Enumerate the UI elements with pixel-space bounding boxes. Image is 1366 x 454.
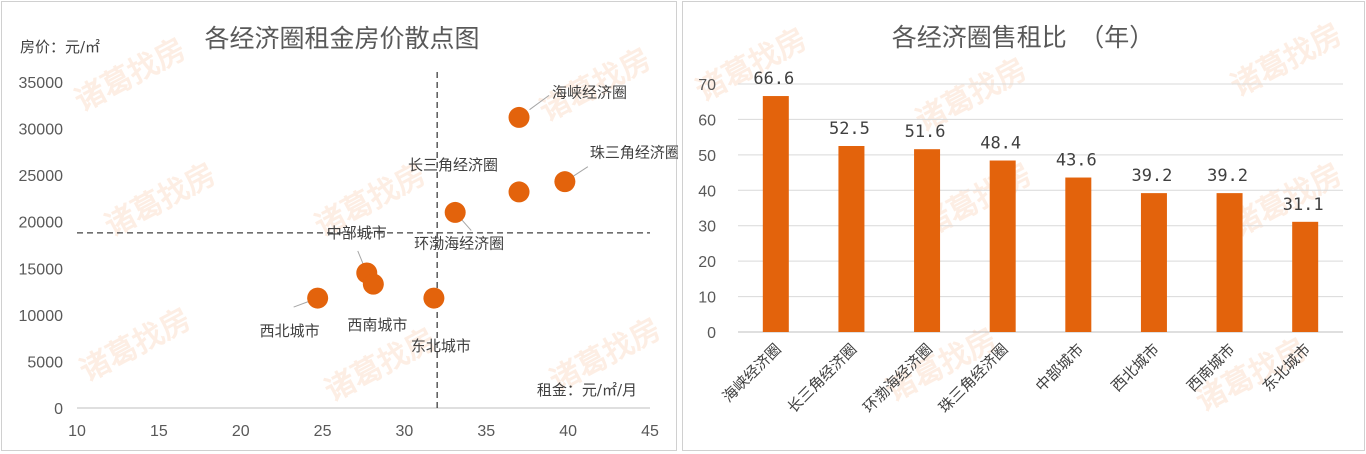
category-label: 西北城市 (1108, 340, 1163, 395)
watermark-text: 诸葛找房 (1225, 17, 1347, 104)
y-axis-title: 房价：元/㎡ (20, 38, 100, 56)
y-tick-label: 30000 (19, 122, 64, 139)
x-tick-label: 10 (68, 423, 86, 440)
x-tick-label: 15 (150, 423, 168, 440)
point-label: 西北城市 (260, 322, 320, 340)
point-leader-line (572, 166, 589, 177)
y-tick-label: 10000 (19, 308, 64, 325)
bar-value-label: 39.2 (1207, 166, 1248, 186)
point-label: 中部城市 (327, 224, 387, 242)
scatter-point (554, 171, 576, 193)
bar (914, 149, 941, 332)
bar (1065, 177, 1092, 332)
bar-value-label: 51.6 (905, 122, 946, 142)
category-label: 长三角经济圈 (784, 340, 860, 416)
y-tick-label: 20000 (19, 215, 64, 232)
y-tick-label: 60 (698, 112, 716, 129)
scatter-point (508, 106, 530, 128)
y-tick-label: 50 (698, 148, 716, 165)
bar-chart-panel: 诸葛找房 诸葛找房 诸葛找房 诸葛找房 诸葛找房 诸葛找房 诸葛找房 各经济圈售租比 （年） 0… (682, 1, 1365, 451)
point-label: 西南城市 (347, 316, 407, 334)
bar (1292, 221, 1319, 332)
bar-value-label: 52.5 (829, 119, 870, 139)
point-label: 珠三角经济圈 (590, 144, 678, 162)
point-label: 海峡经济圈 (552, 83, 627, 101)
watermark-text: 诸葛找房 (74, 302, 196, 389)
scatter-point (307, 287, 329, 309)
y-tick-label: 35000 (19, 75, 64, 92)
point-leader-line (529, 94, 550, 111)
bar (1140, 193, 1167, 332)
x-axis-title: 租金：元/㎡/月 (537, 381, 637, 399)
bar (989, 160, 1016, 332)
scatter-chart-panel: 诸葛找房 诸葛找房 诸葛找房 诸葛找房 诸葛找房 诸葛找房 诸葛找房 各经济圈租金房价散点图房… (1, 1, 679, 451)
chart-title: 各经济圈租金房价散点图 (204, 24, 479, 53)
y-tick-label: 25000 (19, 168, 64, 185)
point-label: 环渤海经济圈 (414, 234, 504, 252)
scatter-point (362, 273, 384, 295)
y-tick-label: 30 (698, 219, 716, 236)
bar-value-label: 66.6 (753, 69, 794, 89)
point-label: 东北城市 (411, 337, 471, 355)
scatter-chart: 诸葛找房诸葛找房诸葛找房诸葛找房诸葛找房诸葛找房诸葛找房各经济圈租金房价散点图房… (19, 24, 679, 440)
x-tick-label: 35 (477, 423, 495, 440)
bar-value-label: 39.2 (1131, 166, 1172, 186)
chart-title: 各经济圈售租比 （年） (892, 23, 1155, 52)
bar (1216, 193, 1243, 332)
y-tick-label: 70 (698, 77, 716, 94)
x-tick-label: 45 (641, 423, 659, 440)
y-tick-label: 20 (698, 254, 716, 271)
y-tick-label: 0 (54, 401, 63, 418)
watermark-text: 诸葛找房 (319, 322, 441, 409)
bar-value-label: 43.6 (1056, 151, 1097, 171)
y-tick-label: 0 (707, 325, 716, 342)
y-tick-label: 10 (698, 290, 716, 307)
bar (762, 96, 789, 332)
x-tick-label: 30 (396, 423, 414, 440)
category-label: 海峡经济圈 (719, 340, 785, 406)
watermark-text: 诸葛找房 (690, 22, 812, 109)
scatter-point (508, 181, 530, 203)
y-tick-label: 15000 (19, 261, 64, 278)
scatter-point (423, 287, 445, 309)
bar-value-label: 48.4 (980, 134, 1021, 154)
watermark-text: 诸葛找房 (99, 157, 221, 244)
point-leader-line (460, 218, 472, 231)
x-tick-label: 40 (559, 423, 577, 440)
category-label: 中部城市 (1032, 340, 1087, 395)
y-tick-label: 40 (698, 183, 716, 200)
point-label: 长三角经济圈 (408, 156, 498, 174)
x-tick-label: 25 (314, 423, 332, 440)
bar-value-label: 31.1 (1283, 195, 1324, 215)
x-tick-label: 20 (232, 423, 250, 440)
point-leader-line (293, 300, 310, 308)
point-leader-line (357, 250, 365, 266)
y-tick-label: 5000 (27, 354, 63, 371)
bar (838, 146, 865, 332)
scatter-point (444, 201, 466, 223)
